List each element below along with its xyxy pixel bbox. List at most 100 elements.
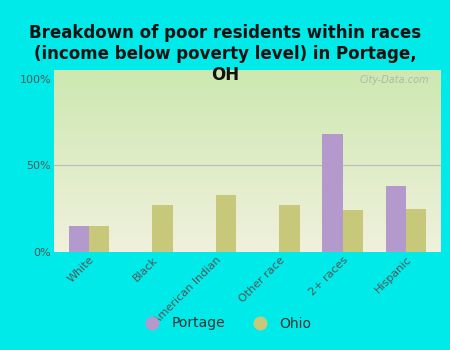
- Bar: [54, 114, 441, 115]
- Bar: [54, 124, 441, 125]
- Bar: [342, 210, 363, 252]
- Bar: [54, 106, 441, 107]
- Bar: [54, 185, 441, 186]
- Bar: [54, 110, 441, 111]
- Bar: [54, 187, 441, 188]
- Bar: [54, 239, 441, 240]
- Bar: [54, 180, 441, 181]
- Bar: [54, 120, 441, 121]
- Bar: [54, 105, 441, 106]
- Bar: [54, 183, 441, 184]
- Bar: [54, 153, 441, 154]
- Bar: [54, 119, 441, 120]
- Bar: [54, 205, 441, 206]
- Bar: [54, 240, 441, 241]
- Bar: [54, 161, 441, 162]
- Bar: [54, 71, 441, 72]
- Bar: [54, 121, 441, 122]
- Bar: [54, 80, 441, 82]
- Bar: [54, 123, 441, 124]
- Bar: [54, 138, 441, 139]
- Bar: [54, 209, 441, 210]
- Bar: [54, 169, 441, 170]
- Bar: [54, 217, 441, 218]
- Bar: [54, 139, 441, 140]
- Bar: [54, 95, 441, 96]
- Bar: [54, 104, 441, 105]
- Bar: [54, 126, 441, 127]
- Bar: [54, 244, 441, 245]
- Bar: [54, 191, 441, 192]
- Legend: Portage, Ohio: Portage, Ohio: [133, 311, 317, 336]
- Bar: [54, 192, 441, 193]
- Bar: [54, 249, 441, 250]
- Bar: [54, 154, 441, 155]
- Bar: [54, 248, 441, 249]
- Bar: [54, 150, 441, 151]
- Bar: [54, 141, 441, 142]
- Bar: [54, 225, 441, 226]
- Bar: [54, 172, 441, 173]
- Bar: [54, 143, 441, 144]
- Bar: [54, 70, 441, 71]
- Bar: [54, 229, 441, 230]
- Bar: [54, 148, 441, 149]
- Bar: [54, 101, 441, 102]
- Bar: [54, 251, 441, 252]
- Bar: [54, 100, 441, 101]
- Bar: [54, 232, 441, 233]
- Bar: [54, 230, 441, 231]
- Bar: [54, 179, 441, 180]
- Bar: [54, 128, 441, 129]
- Bar: [54, 82, 441, 83]
- Bar: [54, 109, 441, 110]
- Bar: [54, 246, 441, 247]
- Bar: [54, 188, 441, 189]
- Bar: [54, 203, 441, 204]
- Bar: [54, 186, 441, 187]
- Bar: [54, 149, 441, 150]
- Bar: [54, 207, 441, 208]
- Bar: [54, 173, 441, 174]
- Bar: [54, 93, 441, 94]
- Bar: [54, 226, 441, 227]
- Bar: [54, 144, 441, 145]
- Bar: [54, 195, 441, 196]
- Bar: [54, 215, 441, 216]
- Bar: [54, 74, 441, 75]
- Bar: [54, 102, 441, 103]
- Bar: [54, 228, 441, 229]
- Bar: [54, 142, 441, 143]
- Bar: [54, 175, 441, 176]
- Bar: [54, 86, 441, 87]
- Bar: [54, 160, 441, 161]
- Bar: [54, 84, 441, 85]
- Bar: [54, 177, 441, 178]
- Bar: [54, 118, 441, 119]
- Bar: [54, 137, 441, 138]
- Bar: [54, 87, 441, 88]
- Bar: [54, 181, 441, 182]
- Bar: [54, 227, 441, 228]
- Bar: [54, 166, 441, 167]
- Bar: [406, 209, 427, 252]
- Bar: [54, 158, 441, 159]
- Text: City-Data.com: City-Data.com: [360, 76, 429, 85]
- Bar: [54, 218, 441, 219]
- Bar: [54, 147, 441, 148]
- Bar: [54, 72, 441, 73]
- Bar: [54, 204, 441, 205]
- Bar: [54, 116, 441, 117]
- Bar: [54, 178, 441, 179]
- Bar: [54, 157, 441, 158]
- Bar: [54, 163, 441, 164]
- Bar: [68, 226, 89, 252]
- Bar: [54, 75, 441, 76]
- Bar: [153, 205, 173, 252]
- Bar: [54, 221, 441, 222]
- Bar: [54, 167, 441, 168]
- Bar: [54, 73, 441, 74]
- Bar: [216, 195, 236, 252]
- Bar: [54, 132, 441, 133]
- Bar: [54, 103, 441, 104]
